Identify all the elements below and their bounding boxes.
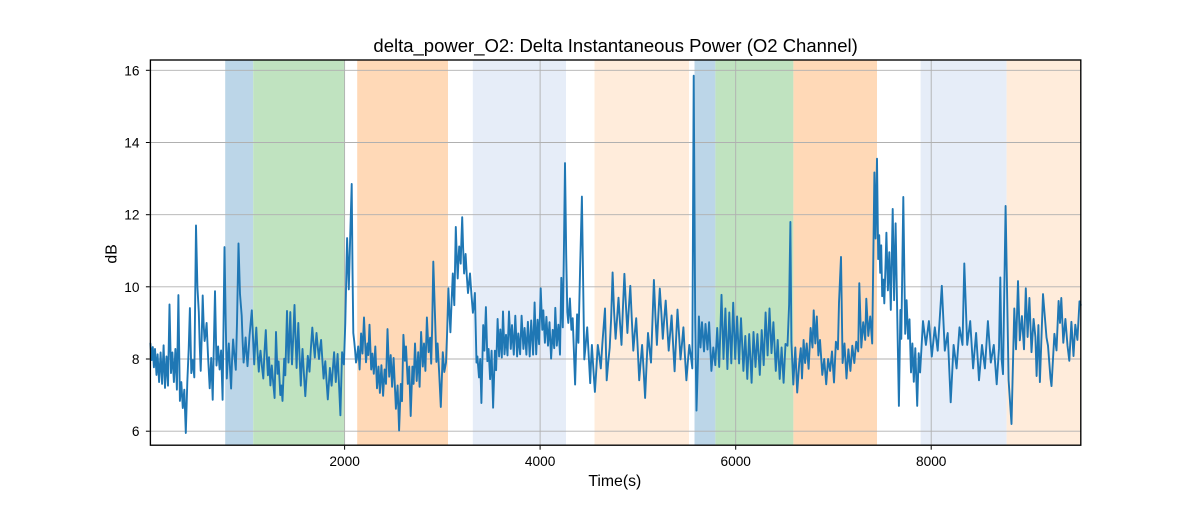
svg-text:8000: 8000 (916, 454, 947, 469)
svg-text:16: 16 (124, 63, 140, 78)
svg-text:4000: 4000 (525, 454, 556, 469)
svg-text:6000: 6000 (720, 454, 751, 469)
svg-text:12: 12 (124, 208, 139, 223)
svg-text:Time(s): Time(s) (588, 473, 641, 490)
svg-text:14: 14 (124, 136, 140, 151)
svg-text:2000: 2000 (329, 454, 360, 469)
svg-text:6: 6 (132, 424, 140, 439)
svg-text:8: 8 (132, 352, 140, 367)
svg-text:10: 10 (124, 280, 140, 295)
svg-text:delta_power_O2: Delta Instanta: delta_power_O2: Delta Instantaneous Powe… (373, 35, 857, 57)
svg-text:dB: dB (103, 244, 120, 263)
